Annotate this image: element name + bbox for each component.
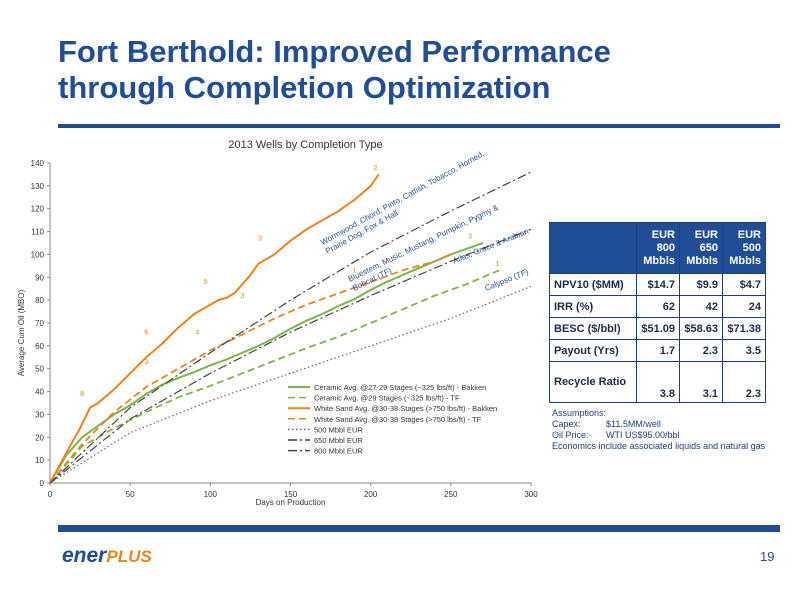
assumptions-note: Assumptions: Capex: $11.5MM/well Oil Pric… bbox=[552, 408, 765, 452]
table-row-label: IRR (%) bbox=[549, 295, 637, 318]
table-cell: $71.38 bbox=[722, 317, 766, 340]
table-cell: 3.1 bbox=[679, 361, 723, 403]
title-divider bbox=[58, 124, 780, 128]
slide-title: Fort Berthold: Improved Performance thro… bbox=[58, 34, 778, 106]
x-tick-label: 0 bbox=[48, 490, 53, 499]
table-row: Recycle Ratio 3.8 3.1 2.3 bbox=[549, 361, 766, 403]
series-line-1 bbox=[49, 269, 500, 484]
economics-note: Economics include associated liquids and… bbox=[552, 441, 766, 451]
y-tick-label: 30 bbox=[35, 410, 44, 419]
series-line-5 bbox=[49, 228, 532, 484]
legend-entry: White Sand Avg. @30-38 Stages (>750 lbs/… bbox=[314, 415, 482, 424]
title-line-2: through Completion Optimization bbox=[58, 70, 551, 105]
x-tick-label: 150 bbox=[284, 490, 298, 499]
x-axis-label: Days on Production bbox=[256, 498, 326, 507]
y-tick-label: 90 bbox=[35, 273, 44, 282]
series-line-2 bbox=[49, 173, 380, 484]
point-label: 3 bbox=[258, 236, 262, 243]
chart-annotation: Wormwood, Chord, Pinto, Catfish, Tobacco… bbox=[319, 149, 491, 256]
table-row-label: NPV10 ($MM) bbox=[549, 273, 637, 296]
table-cell: $14.7 bbox=[636, 273, 680, 296]
table-header-800: EUR 800 Mbbls bbox=[636, 222, 680, 274]
economics-table-header: EUR 800 Mbbls EUR 650 Mbbls EUR 500 Mbbls bbox=[549, 222, 766, 274]
y-tick-label: 70 bbox=[35, 319, 44, 328]
legend-entry: 800 Mbbl EUR bbox=[314, 447, 363, 456]
table-row: BESC ($/bbl) $51.09 $58.63 $71.38 bbox=[549, 317, 766, 340]
table-row-label: Recycle Ratio bbox=[549, 361, 637, 403]
table-cell: 42 bbox=[679, 295, 723, 318]
point-label: 6 bbox=[144, 329, 148, 336]
y-tick-label: 50 bbox=[35, 365, 44, 374]
point-label: 2 bbox=[374, 165, 378, 172]
table-row: Payout (Yrs) 1.7 2.3 3.5 bbox=[549, 339, 766, 362]
y-tick-label: 40 bbox=[35, 388, 44, 397]
legend-entry: White Sand Avg. @30-38 Stages (>750 lbs/… bbox=[314, 404, 497, 413]
assumptions-heading: Assumptions: bbox=[552, 408, 607, 418]
table-cell: 3.8 bbox=[636, 361, 680, 403]
point-label: 3 bbox=[240, 293, 244, 300]
enerplus-logo: enerPLUS bbox=[62, 544, 152, 567]
point-label: 4 bbox=[196, 329, 200, 336]
chart-title: 2013 Wells by Completion Type bbox=[228, 139, 382, 151]
point-label: 8 bbox=[80, 391, 84, 398]
y-tick-label: 60 bbox=[35, 342, 44, 351]
table-row: IRR (%) 62 42 24 bbox=[549, 295, 766, 318]
table-cell: $58.63 bbox=[679, 317, 723, 340]
table-cell: $4.7 bbox=[722, 273, 766, 296]
legend-entry: Ceramic Avg. @29 Stages (~325 lbs/ft) - … bbox=[314, 394, 460, 403]
y-tick-label: 120 bbox=[31, 205, 45, 214]
legend-entry: 500 Mbbl EUR bbox=[314, 425, 363, 434]
title-line-1: Fort Berthold: Improved Performance bbox=[58, 34, 611, 69]
x-tick-label: 250 bbox=[444, 490, 458, 499]
table-cell: 24 bbox=[722, 295, 766, 318]
table-header-650: EUR 650 Mbbls bbox=[679, 222, 723, 274]
y-tick-label: 20 bbox=[35, 433, 44, 442]
footer-divider bbox=[58, 525, 780, 532]
table-cell: 1.7 bbox=[636, 339, 680, 362]
table-cell: 2.3 bbox=[722, 361, 766, 403]
y-tick-label: 80 bbox=[35, 296, 44, 305]
point-label: 3 bbox=[468, 233, 472, 240]
capex-label: Capex: bbox=[552, 419, 581, 429]
table-row-label: Payout (Yrs) bbox=[549, 339, 637, 362]
table-cell: $51.09 bbox=[636, 317, 680, 340]
y-tick-label: 110 bbox=[31, 228, 44, 237]
y-tick-label: 130 bbox=[31, 182, 45, 191]
y-tick-label: 10 bbox=[35, 456, 44, 465]
chart-annotation: Atlas, Grace & Arabian bbox=[451, 227, 529, 266]
table-row: NPV10 ($MM) $14.7 $9.9 $4.7 bbox=[549, 273, 766, 296]
legend-entry: Ceramic Avg. @27-29 Stages (~325 lbs/ft)… bbox=[314, 383, 486, 392]
x-tick-label: 300 bbox=[524, 490, 538, 499]
table-row-label: BESC ($/bbl) bbox=[549, 317, 637, 340]
series-line-3 bbox=[49, 253, 452, 484]
annotation-line: Atlas, Grace & Arabian bbox=[451, 227, 529, 266]
legend-entry: 650 Mbbl EUR bbox=[314, 436, 363, 445]
oil-price-label: Oil Price: bbox=[552, 430, 589, 440]
capex-value: $11.5MM/well bbox=[606, 419, 661, 429]
y-tick-label: 0 bbox=[40, 479, 45, 488]
table-cell: 3.5 bbox=[722, 339, 766, 362]
x-tick-label: 200 bbox=[364, 490, 378, 499]
series-line-6 bbox=[49, 171, 532, 484]
x-tick-label: 100 bbox=[204, 490, 218, 499]
y-tick-label: 100 bbox=[31, 250, 45, 259]
series-line-0 bbox=[49, 242, 484, 484]
point-label: 1 bbox=[495, 261, 499, 268]
table-corner-cell bbox=[549, 222, 637, 274]
y-tick-label: 140 bbox=[31, 159, 45, 168]
point-label: 1 bbox=[353, 268, 357, 275]
y-axis-label: Average Cum Oil (MBO) bbox=[17, 289, 26, 376]
table-header-500: EUR 500 Mbbls bbox=[722, 222, 766, 274]
table-cell: 2.3 bbox=[679, 339, 723, 362]
table-cell: $9.9 bbox=[679, 273, 723, 296]
x-tick-label: 50 bbox=[126, 490, 135, 499]
point-label: 5 bbox=[204, 279, 208, 286]
table-cell: 62 bbox=[636, 295, 680, 318]
annotation-line: Wormwood, Chord, Pinto, Catfish, Tobacco… bbox=[319, 149, 486, 247]
oil-price-value: WTI US$95.00/bbl bbox=[606, 430, 680, 440]
point-label: 3 bbox=[144, 359, 148, 366]
economics-table: EUR 800 Mbbls EUR 650 Mbbls EUR 500 Mbbls NPV1… bbox=[549, 222, 766, 403]
page-number: 19 bbox=[760, 549, 775, 564]
